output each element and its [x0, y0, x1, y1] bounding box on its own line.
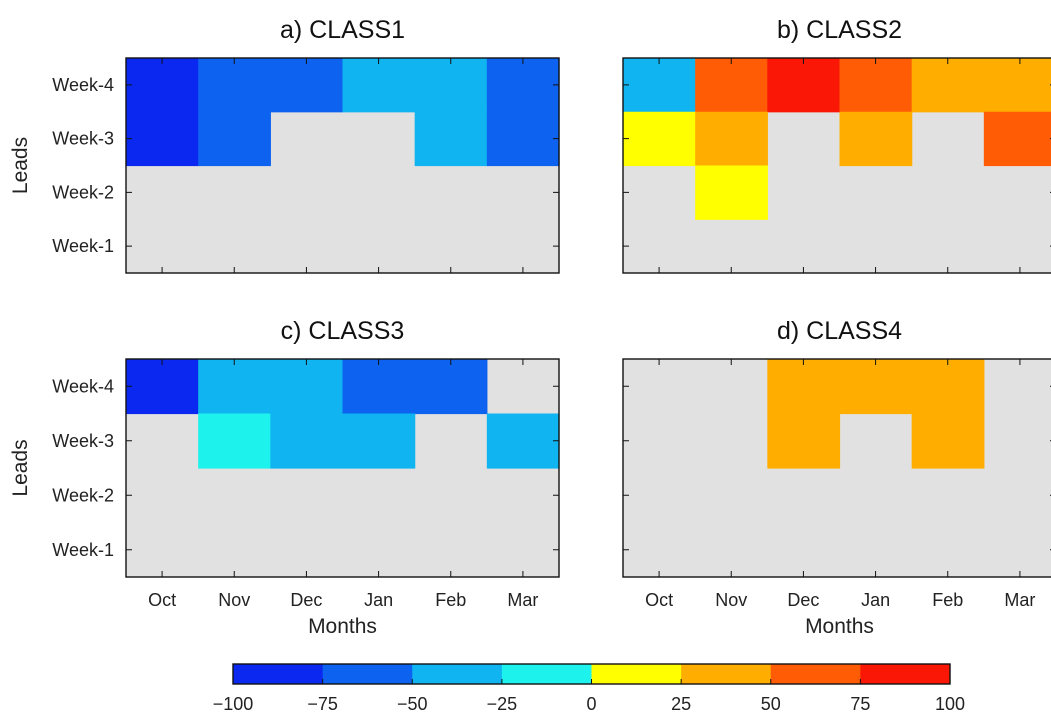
x-tick-label: Oct: [148, 590, 176, 610]
colorbar-tick-label: −25: [487, 694, 518, 713]
colorbar-tick-label: 75: [850, 694, 870, 713]
colorbar-segment: [591, 664, 682, 684]
panel-title: c) CLASS3: [281, 317, 405, 345]
y-axis-label: Leads: [9, 137, 32, 194]
heatmap-panels: a) CLASS1 Week-4 Week-3 Week-2 Week-1 Leads b)…: [9, 16, 1051, 638]
panel-frame: [622, 358, 1051, 578]
heatmap-cell: [270, 413, 344, 469]
panel-2: b) CLASS2: [622, 16, 1051, 274]
heatmap-cell: [695, 58, 768, 113]
heatmap-cell: [126, 359, 199, 415]
x-tick-label: Jan: [364, 590, 393, 610]
heatmap-cell: [342, 359, 416, 415]
heatmap-cell: [414, 58, 488, 113]
colorbar-tick-label: 0: [586, 694, 596, 713]
heatmap-cell: [623, 58, 696, 113]
y-tick-label: Week-3: [52, 431, 114, 451]
colorbar-tick-label: −50: [397, 694, 428, 713]
heatmap-cell: [695, 165, 768, 220]
x-tick-label: Feb: [435, 590, 466, 610]
x-tick-label: Dec: [787, 590, 819, 610]
panel-title: d) CLASS4: [777, 317, 902, 345]
heatmap-cell: [623, 111, 696, 167]
heatmap-cell: [486, 413, 560, 469]
heatmap-cell: [414, 359, 488, 415]
heatmap-cell: [198, 359, 271, 415]
heatmap-cell: [342, 413, 416, 469]
heatmap-cell: [839, 58, 913, 113]
heatmap-cell: [767, 359, 841, 415]
x-tick-label: Nov: [715, 590, 747, 610]
x-tick-label: Oct: [645, 590, 673, 610]
heatmap-cell: [198, 58, 271, 113]
y-tick-label: Week-1: [52, 236, 114, 256]
y-axis-label: Leads: [9, 439, 32, 496]
x-tick-label: Jan: [861, 590, 890, 610]
colorbar-segment: [501, 664, 593, 684]
panel-4: d) CLASS4 Oct Nov Dec Jan Feb Mar Months: [622, 317, 1051, 638]
y-tick-label: Week-4: [52, 376, 114, 396]
panel-title: b) CLASS2: [777, 16, 902, 44]
panel-title: a) CLASS1: [280, 16, 405, 44]
heatmap-cell: [342, 58, 416, 113]
colorbar-segment: [412, 664, 503, 684]
heatmap-cell: [983, 58, 1051, 113]
heatmap-cell: [126, 58, 199, 113]
colorbar-tick-label: 25: [671, 694, 691, 713]
x-tick-label: Feb: [932, 590, 963, 610]
heatmap-cell: [486, 111, 560, 167]
y-tick-label: Week-3: [52, 129, 114, 149]
heatmap-cell: [911, 58, 985, 113]
colorbar-tick-label: −75: [307, 694, 338, 713]
colorbar-segment: [322, 664, 413, 684]
heatmap-cell: [270, 359, 344, 415]
heatmap-cell: [839, 359, 913, 415]
panel-3: c) CLASS3 Week-4 Week-3 Week-2 Week-1 Leads Oc…: [9, 317, 560, 638]
y-tick-label: Week-2: [52, 485, 114, 505]
heatmap-cell: [767, 58, 841, 113]
panel-1: a) CLASS1 Week-4 Week-3 Week-2 Week-1 Leads: [9, 16, 560, 274]
colorbar-segment: [860, 664, 951, 684]
colorbar-segment: [770, 664, 861, 684]
colorbar: −100 −75 −50 −25 0 25 50 75 100: [213, 663, 965, 713]
y-tick-label: Week-4: [52, 75, 114, 95]
colorbar-tick-label: −100: [213, 694, 254, 713]
y-tick-label: Week-2: [52, 182, 114, 202]
colorbar-tick-label: 50: [761, 694, 781, 713]
panel-frame: [125, 57, 560, 274]
heatmap-cell: [198, 413, 271, 469]
heatmap-cell: [983, 111, 1051, 167]
heatmap-cell: [198, 111, 271, 167]
panel-frame: [622, 57, 1051, 274]
heatmap-cell: [414, 111, 488, 167]
heatmap-cell: [695, 111, 768, 167]
colorbar-segment: [681, 664, 772, 684]
colorbar-tick-label: 100: [935, 694, 965, 713]
x-tick-label: Mar: [507, 590, 538, 610]
x-axis-label: Months: [805, 615, 874, 638]
x-tick-label: Nov: [218, 590, 250, 610]
x-tick-label: Mar: [1004, 590, 1035, 610]
colorbar-segment: [233, 664, 324, 684]
x-axis-label: Months: [308, 615, 377, 638]
y-tick-label: Week-1: [52, 540, 114, 560]
heatmap-cell: [486, 58, 560, 113]
heatmap-cell: [839, 111, 913, 167]
x-tick-label: Dec: [290, 590, 322, 610]
heatmap-cell: [911, 359, 985, 415]
heatmap-cell: [767, 413, 841, 469]
heatmap-cell: [270, 58, 344, 113]
panel-frame: [125, 358, 560, 578]
heatmap-cell: [911, 413, 985, 469]
heatmap-cell: [126, 111, 199, 167]
